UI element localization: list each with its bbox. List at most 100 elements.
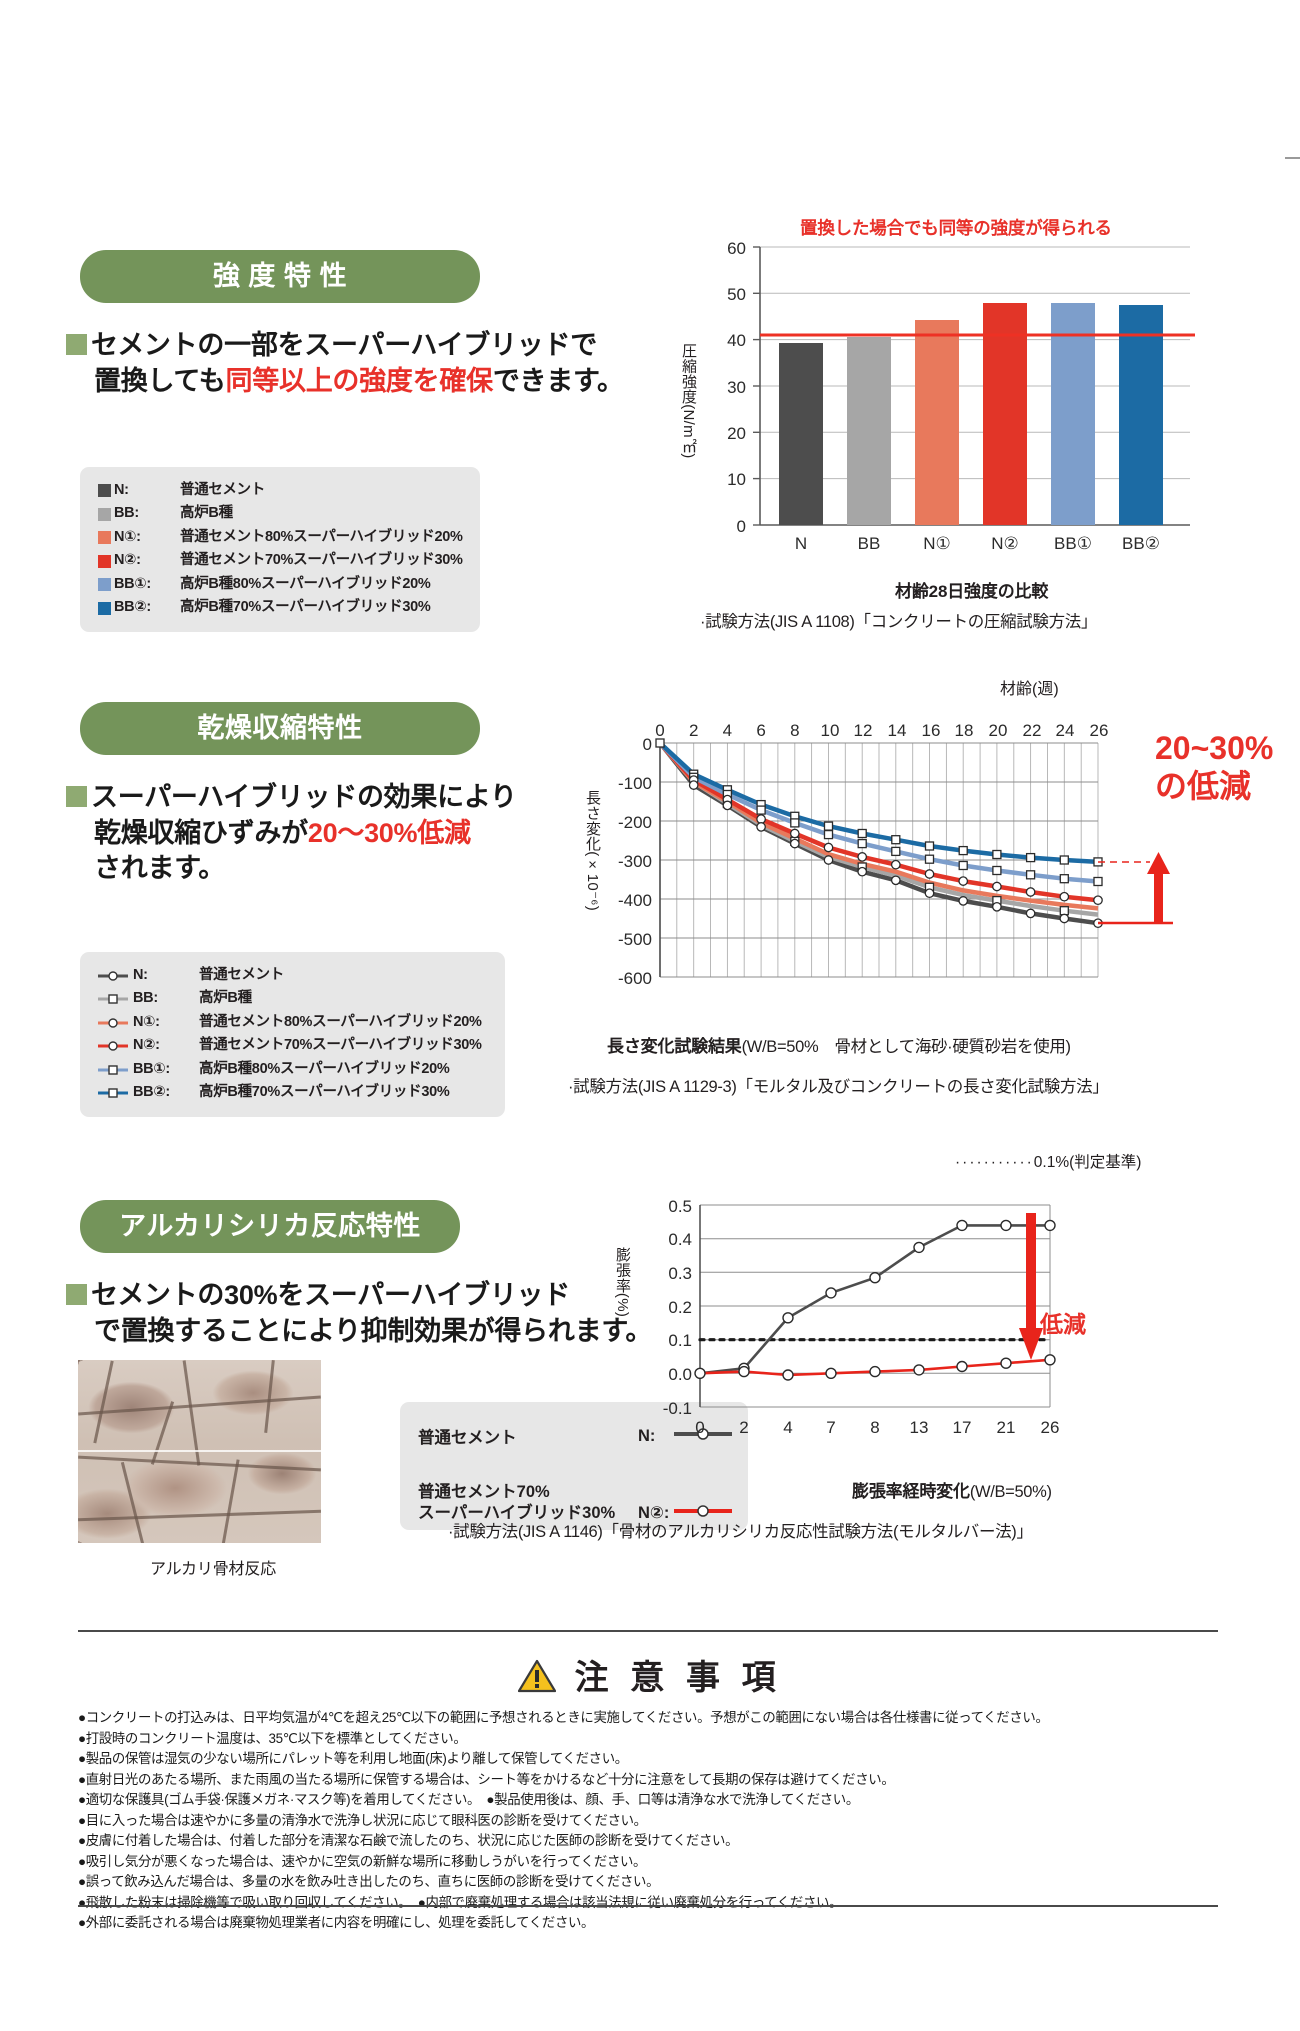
shrinkage-pill-label: 乾燥収縮特性 [80, 702, 480, 755]
y-axis-title: 膨張率(%) [614, 1247, 631, 1318]
shrinkage-caption-title: 長さ変化試験結果 [607, 1037, 742, 1056]
notice-item: ●外部に委託される場合は廃棄物処理業者に内容を明確にし、処理を委託してください。 [78, 1915, 595, 1930]
legend-desc: 普通セメント [199, 967, 284, 983]
legend-key: N①: [133, 1013, 160, 1030]
svg-text:N: N [795, 534, 807, 553]
reduction-arrow-icon [1019, 1213, 1043, 1360]
svg-text:N②: N② [991, 534, 1019, 553]
asr-legend: 普通セメント N: 普通セメント70% スーパーハイブリッド30% N②: [400, 1402, 748, 1530]
legend-key: N①: [114, 528, 141, 545]
svg-text:40: 40 [727, 331, 746, 350]
svg-text:0.4: 0.4 [668, 1230, 692, 1249]
svg-text:BB②: BB② [1122, 534, 1160, 553]
asr-chart-svg: 0.5 0.4 0.3 0.2 0.1 0.0 -0.1 0 2 4 7 8 1… [663, 1197, 1060, 1437]
svg-text:8: 8 [870, 1418, 879, 1437]
svg-text:0: 0 [737, 517, 746, 536]
strength-pill-label: 強 度 特 性 [80, 250, 480, 303]
shrinkage-chart-svg: 0 -100 -200 -300 -400 -500 -600 0 2 4 6 … [618, 721, 1173, 988]
legend-key: N: [114, 482, 129, 498]
asr-criterion-text: 0.1%(判定基準) [1033, 1154, 1142, 1171]
legend-item: N: 普通セメント [98, 479, 464, 502]
svg-text:-200: -200 [618, 813, 652, 832]
legend-marker-circle-icon [674, 1427, 732, 1446]
legend-item: N②: 普通セメント70%スーパーハイブリッド30% [98, 1034, 489, 1057]
notice-item: ●適切な保護具(ゴム手袋·保護メガネ·マスク等)を着用してください。 ●製品使用… [78, 1792, 859, 1807]
svg-text:26: 26 [1090, 721, 1109, 740]
legend-desc: 高炉B種80%スーパーハイブリッド20% [180, 575, 431, 592]
svg-text:4: 4 [783, 1418, 792, 1437]
section-strength: 強 度 特 性 セメントの一部をスーパーハイブリッドで 置換しても同等以上の強度… [0, 0, 1300, 632]
svg-text:-0.1: -0.1 [663, 1399, 692, 1418]
shrinkage-callout-line1: 20~30% [1155, 730, 1274, 766]
shrinkage-callout-line2: の低減 [1155, 767, 1252, 804]
svg-text:13: 13 [910, 1418, 929, 1437]
legend-key: BB①: [114, 575, 151, 592]
legend-color-chip [98, 484, 111, 498]
svg-text:0.2: 0.2 [668, 1298, 692, 1317]
svg-text:10: 10 [821, 721, 840, 740]
legend-item: BB: 高炉B種 [98, 502, 464, 525]
legend-color-chip [98, 507, 111, 521]
y-axis-title: 圧縮強度(N/m㎡) [680, 343, 697, 459]
legend-key: BB②: [114, 599, 151, 616]
legend-key: BB①: [133, 1060, 170, 1077]
legend-item: N: 普通セメント [98, 964, 489, 987]
legend-desc: 高炉B種 [180, 505, 233, 522]
legend-desc-line2: スーパーハイブリッド30% [418, 1503, 616, 1522]
strength-pill: 強 度 特 性 [80, 250, 480, 303]
shrinkage-caption: 長さ変化試験結果(W/B=50% 骨材として海砂·硬質砂岩を使用) [607, 1032, 1071, 1057]
legend-key: BB②: [133, 1084, 170, 1101]
svg-text:7: 7 [826, 1418, 835, 1437]
svg-text:24: 24 [1056, 721, 1075, 740]
strength-statement-line2-pre: 置換しても [94, 365, 226, 396]
svg-text:N①: N① [923, 534, 951, 553]
legend-desc: 高炉B種70%スーパーハイブリッド30% [199, 1084, 450, 1101]
shrinkage-caption-rest: (W/B=50% 骨材として海砂·硬質砂岩を使用) [741, 1038, 1071, 1056]
notice-item: ●打設時のコンクリート温度は、35℃以下を標準としてください。 [78, 1730, 467, 1746]
asr-pill: アルカリシリカ反応特性 [80, 1200, 460, 1253]
legend-key: BB: [114, 505, 139, 522]
series-N2 [658, 741, 1099, 903]
asr-statement-line2: で置換することにより抑制効果が得られます。 [94, 1315, 653, 1346]
asr-photo-caption: アルカリ骨材反応 [150, 1561, 277, 1578]
svg-text:8: 8 [790, 721, 799, 740]
svg-text:20: 20 [727, 424, 746, 443]
legend-desc: 高炉B種80%スーパーハイブリッド20% [199, 1060, 450, 1077]
legend-marker-circle-icon [98, 1040, 128, 1052]
svg-text:-400: -400 [618, 891, 652, 910]
strength-statement: セメントの一部をスーパーハイブリッドで 置換しても同等以上の強度を確保できます。 [66, 328, 706, 399]
divider-top [78, 1630, 1218, 1632]
legend-item: BB①: 高炉B種80%スーパーハイブリッド20% [98, 1058, 489, 1081]
shrinkage-statement-line1: スーパーハイブリッドの効果により [91, 782, 517, 812]
svg-text:-500: -500 [618, 930, 652, 949]
legend-desc: 普通セメント [180, 482, 265, 498]
legend-item: 普通セメント70% スーパーハイブリッド30% N②: [418, 1482, 732, 1523]
svg-text:60: 60 [727, 239, 746, 258]
svg-text:2: 2 [689, 721, 698, 740]
legend-color-chip [98, 601, 111, 615]
svg-text:BB①: BB① [1054, 534, 1092, 553]
legend-key: N②: [638, 1504, 670, 1523]
asr-caption: 膨張率経時変化(W/B=50%) [852, 1477, 1052, 1502]
warning-triangle-icon [518, 1659, 557, 1698]
legend-marker-square-icon [98, 993, 128, 1005]
chart-annotation: 置換した場合でも同等の強度が得られる [800, 218, 1112, 238]
svg-text:0.3: 0.3 [668, 1264, 692, 1283]
notice-item: ●皮膚に付着した場合は、付着した部分を清潔な石鹸で流したのち、状況に応じた医師の… [78, 1833, 739, 1848]
notice-item: ●目に入った場合は速やかに多量の清浄水で洗浄し状況に応じて眼科医の診断を受けてく… [78, 1812, 647, 1828]
legend-item: 普通セメント N: [418, 1424, 732, 1448]
dotted-leader-icon: ··········· [955, 1154, 1034, 1171]
asr-callout: 低減 [1040, 1311, 1086, 1337]
strength-statement-line2-highlight: 同等以上の強度を確保 [225, 365, 494, 396]
section-shrinkage: 乾燥収縮特性 スーパーハイブリッドの効果により 乾燥収縮ひずみが20～30%低減… [0, 680, 1300, 1160]
legend-desc: 普通セメント70%スーパーハイブリッド30% [199, 1037, 482, 1054]
svg-text:26: 26 [1041, 1418, 1060, 1437]
notice-item: ●コンクリートの打込みは、日平均気温が4℃を超え25℃以下の範囲に予想されるとき… [78, 1710, 1049, 1725]
asr-caption-rest: (W/B=50%) [969, 1483, 1052, 1501]
svg-text:16: 16 [922, 721, 941, 740]
shrinkage-callout: 20~30% の低減 [1155, 730, 1273, 806]
legend-desc: 普通セメント70%スーパーハイブリッド30% [180, 552, 463, 569]
legend-desc-line1: 普通セメント70% [418, 1483, 550, 1501]
svg-text:0: 0 [655, 721, 664, 740]
